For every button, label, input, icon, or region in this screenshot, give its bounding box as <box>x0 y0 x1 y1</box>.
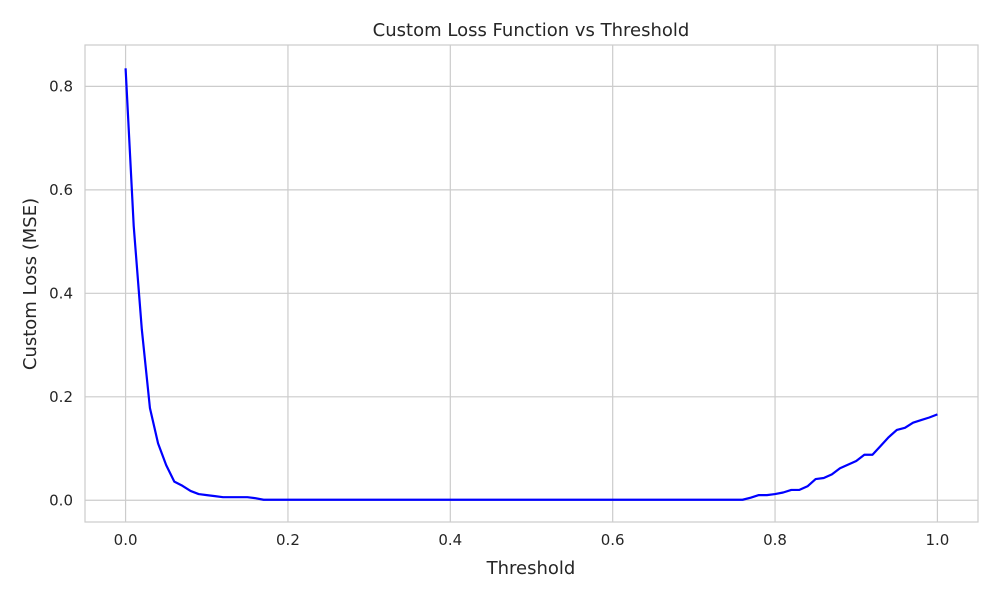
y-tick-label: 0.6 <box>49 181 73 199</box>
tick-labels: 0.0 0.2 0.4 0.6 0.8 1.0 0.0 0.2 0.4 0.6 0.8 <box>49 77 949 549</box>
chart-title: Custom Loss Function vs Threshold <box>373 20 690 41</box>
y-tick-label: 0.2 <box>49 388 73 406</box>
y-tick-label: 0.4 <box>49 284 73 302</box>
grid <box>85 45 978 522</box>
x-tick-label: 0.4 <box>438 531 462 549</box>
series-layer <box>124 68 938 501</box>
x-tick-label: 0.8 <box>763 531 787 549</box>
series-line <box>124 68 938 501</box>
y-axis-label: Custom Loss (MSE) <box>20 198 41 370</box>
x-tick-label: 0.2 <box>276 531 300 549</box>
x-axis-label: Threshold <box>486 558 576 579</box>
y-tick-label: 0.0 <box>49 491 73 509</box>
x-tick-label: 0.6 <box>601 531 625 549</box>
y-tick-label: 0.8 <box>49 77 73 95</box>
x-tick-label: 1.0 <box>925 531 949 549</box>
x-tick-label: 0.0 <box>114 531 138 549</box>
plot-frame <box>84 44 979 523</box>
